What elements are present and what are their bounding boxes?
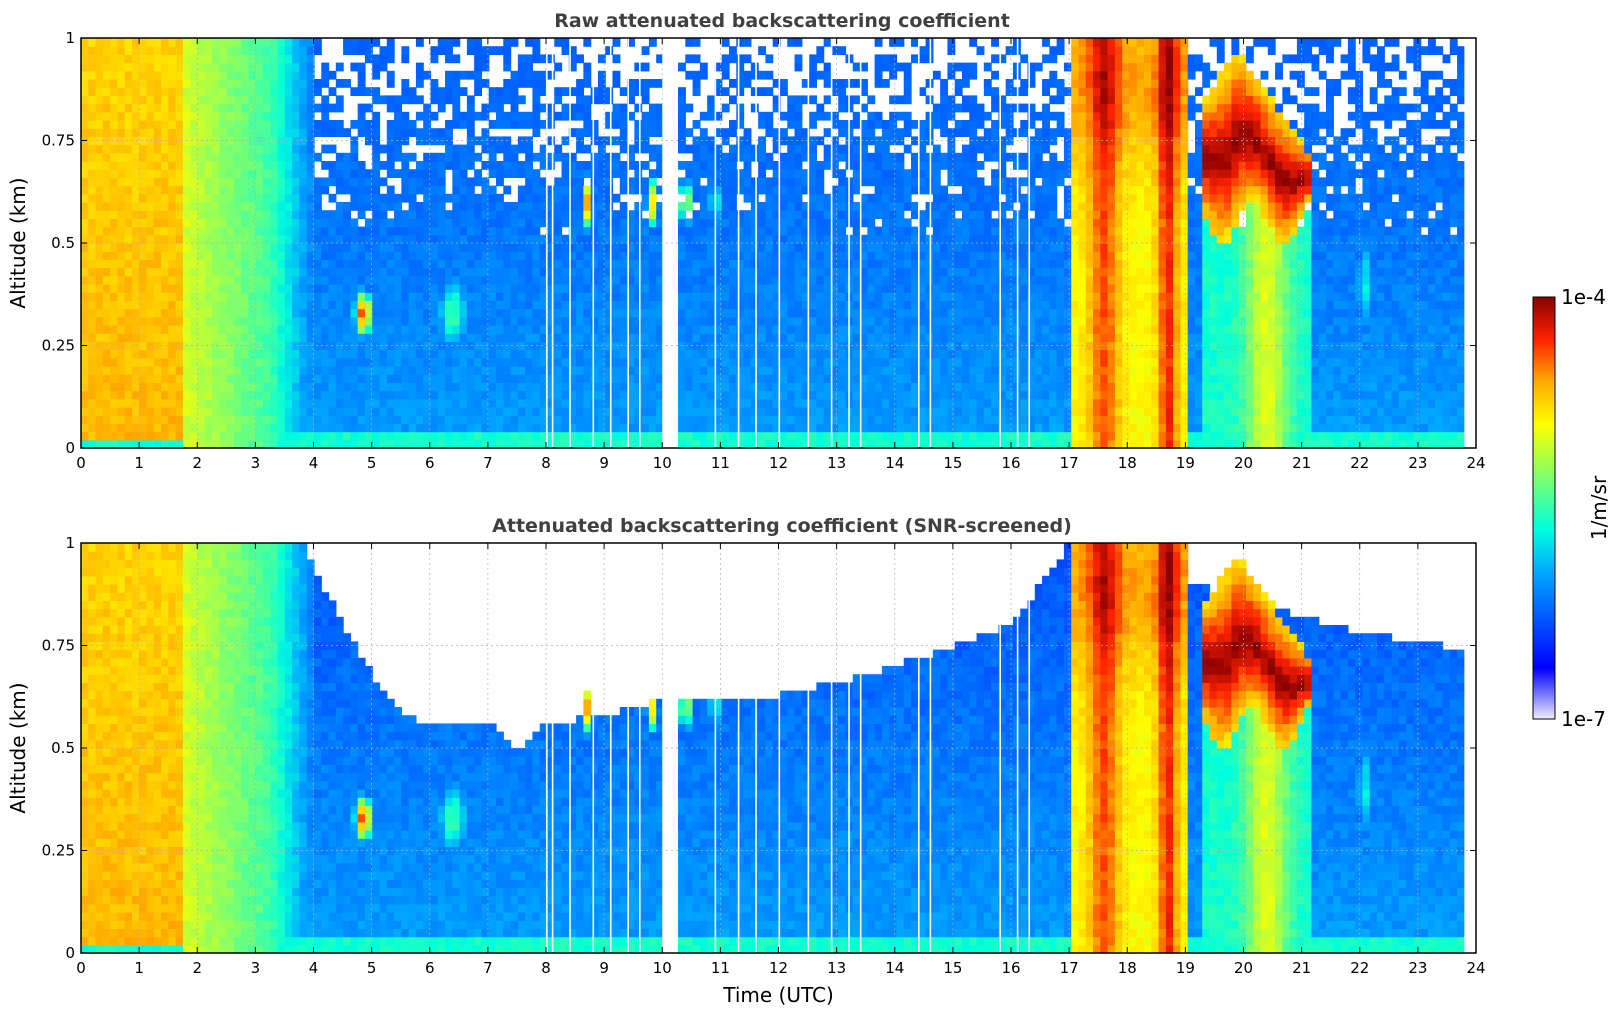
grid [81,38,1476,448]
x-tick-label: 10 [653,959,672,977]
x-tick-label: 0 [76,454,86,472]
x-tick-label: 20 [1234,959,1253,977]
x-tick-label: 4 [309,454,319,472]
colorbar-scale [1532,296,1556,720]
panel-title: Raw attenuated backscattering coefficien… [554,10,1010,32]
y-axis-label: Altitude (km) [6,682,30,813]
y-tick-label: 0 [65,439,75,457]
x-tick-label: 23 [1408,959,1427,977]
x-tick-label: 5 [367,959,377,977]
x-tick-label: 11 [711,959,730,977]
x-tick-label: 16 [1001,959,1020,977]
y-tick-label: 0.5 [51,739,75,757]
x-tick-label: 9 [599,959,609,977]
panel-title: Attenuated backscattering coefficient (S… [492,515,1072,537]
x-tick-label: 2 [192,959,202,977]
x-tick-label: 18 [1118,959,1137,977]
x-tick-label: 6 [425,959,435,977]
y-tick-label: 0.75 [42,637,75,655]
colorbar-min-label: 1e-7 [1561,707,1606,731]
x-tick-label: 14 [885,959,904,977]
x-tick-label: 7 [483,454,493,472]
y-tick-label: 1 [65,29,75,47]
x-tick-label: 7 [483,959,493,977]
x-tick-label: 24 [1466,959,1485,977]
y-tick-label: 0.25 [42,842,75,860]
y-tick-label: 1 [65,534,75,552]
grid [81,543,1476,953]
x-tick-label: 14 [885,454,904,472]
colorbar: 1e-4 1e-7 1/m/sr [1532,285,1611,731]
x-tick-label: 21 [1292,959,1311,977]
x-tick-label: 4 [309,959,319,977]
y-tick-label: 0.5 [51,234,75,252]
x-tick-label: 24 [1466,454,1485,472]
x-tick-label: 15 [943,959,962,977]
x-tick-label: 5 [367,454,377,472]
x-axis-label: Time (UTC) [722,983,834,1007]
x-tick-label: 16 [1001,454,1020,472]
x-tick-label: 13 [827,959,846,977]
x-tick-label: 19 [1176,454,1195,472]
x-tick-label: 3 [251,454,261,472]
y-ticks: 0 0.25 0.5 0.75 1 [42,534,1476,962]
colorbar-unit-label: 1/m/sr [1587,475,1611,540]
x-tick-label: 3 [251,959,261,977]
colorbar-max-label: 1e-4 [1561,285,1606,309]
x-tick-label: 8 [541,454,551,472]
x-tick-label: 17 [1060,959,1079,977]
x-tick-label: 19 [1176,959,1195,977]
x-tick-label: 12 [769,959,788,977]
x-tick-label: 18 [1118,454,1137,472]
x-tick-label: 22 [1350,454,1369,472]
x-tick-label: 12 [769,454,788,472]
x-tick-label: 9 [599,454,609,472]
heatmap [81,38,1477,449]
panel-raw: Raw attenuated backscattering coefficien… [6,10,1486,472]
x-tick-label: 1 [134,454,144,472]
x-tick-label: 20 [1234,454,1253,472]
x-tick-label: 11 [711,454,730,472]
x-tick-label: 13 [827,454,846,472]
panel-screened: Attenuated backscattering coefficient (S… [6,515,1486,1007]
y-tick-label: 0.25 [42,337,75,355]
x-tick-label: 17 [1060,454,1079,472]
x-tick-label: 10 [653,454,672,472]
x-tick-label: 21 [1292,454,1311,472]
x-tick-label: 6 [425,454,435,472]
x-tick-label: 15 [943,454,962,472]
y-tick-label: 0 [65,944,75,962]
x-ticks: 0 1 2 3 4 5 6 7 8 9 10 11 12 13 14 15 16 17 18 19 20 21 22 23 24 [76,38,1486,472]
x-tick-label: 0 [76,959,86,977]
y-tick-label: 0.75 [42,132,75,150]
y-axis-label: Altitude (km) [6,177,30,308]
x-tick-label: 1 [134,959,144,977]
x-tick-label: 22 [1350,959,1369,977]
x-tick-label: 8 [541,959,551,977]
x-tick-label: 23 [1408,454,1427,472]
x-tick-label: 2 [192,454,202,472]
y-ticks: 0 0.25 0.5 0.75 1 [42,29,1476,457]
x-ticks: 0 1 2 3 4 5 6 7 8 9 10 11 12 13 14 15 16 17 18 19 20 21 22 23 24 [76,543,1486,977]
